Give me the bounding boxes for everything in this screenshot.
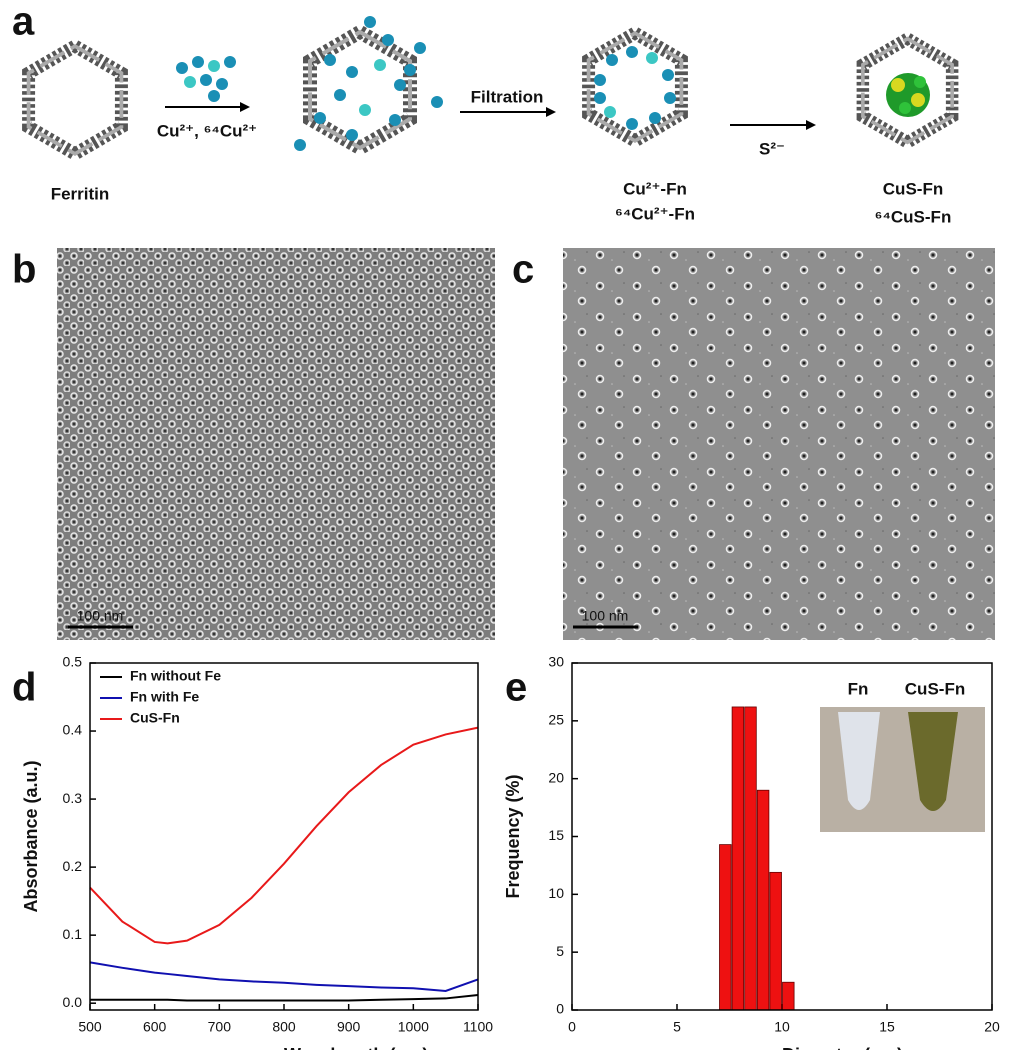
x-tick-label: 900 xyxy=(337,1019,361,1035)
tem-image xyxy=(563,248,995,640)
y-tick-label: 25 xyxy=(548,712,564,728)
ion-label: Cu²⁺, ⁶⁴Cu²⁺ xyxy=(157,121,257,140)
ferritin-cage xyxy=(310,32,410,148)
x-tick-label: 800 xyxy=(272,1019,296,1035)
ion-cluster xyxy=(176,56,236,102)
sulfide-label: S²⁻ xyxy=(759,139,785,158)
bar xyxy=(756,789,770,1011)
scheme: a Ferritin Cu²⁺, ⁶⁴Cu²⁺ Filtration Cu²⁺-… xyxy=(12,0,952,226)
x-axis-title: Diameter (nm) xyxy=(782,1045,903,1050)
legend-label: Fn without Fe xyxy=(130,668,221,684)
x-tick-label: 15 xyxy=(879,1019,895,1035)
ferritin-label: Ferritin xyxy=(51,184,110,203)
arrowhead xyxy=(240,102,250,112)
x-tick-label: 1000 xyxy=(398,1019,429,1035)
y-tick-label: 0.5 xyxy=(63,654,83,670)
micrograph: c 100 nm xyxy=(512,248,995,640)
bar xyxy=(731,706,745,1011)
y-axis-title: Frequency (%) xyxy=(503,774,523,898)
bar xyxy=(769,871,782,1011)
legend-label: Fn with Fe xyxy=(130,689,199,705)
panel-label: d xyxy=(12,666,36,710)
y-tick-label: 0.3 xyxy=(63,790,83,806)
tem-image xyxy=(57,248,495,640)
series-line xyxy=(89,961,479,992)
product-label: ⁶⁴CuS-Fn xyxy=(875,207,952,226)
bar xyxy=(719,844,732,1011)
y-tick-label: 15 xyxy=(548,827,564,843)
y-tick-label: 0.0 xyxy=(63,994,83,1010)
series-line xyxy=(89,726,479,945)
arrowhead xyxy=(806,120,816,130)
inset-photo xyxy=(820,707,985,832)
x-tick-label: 1100 xyxy=(463,1019,493,1035)
legend-label: CuS-Fn xyxy=(130,710,180,726)
bar xyxy=(744,706,757,1011)
y-tick-label: 20 xyxy=(548,769,564,785)
filtration-label: Filtration xyxy=(471,87,544,106)
x-tick-label: 500 xyxy=(78,1019,102,1035)
cus-core xyxy=(886,73,930,117)
scale-bar-label: 100 nm xyxy=(77,608,124,624)
scale-bar-label: 100 nm xyxy=(582,608,629,624)
y-tick-label: 5 xyxy=(556,943,564,959)
inset-label: CuS-Fn xyxy=(905,679,965,698)
x-tick-label: 600 xyxy=(143,1019,167,1035)
product-label: ⁶⁴Cu²⁺-Fn xyxy=(615,204,695,223)
arrowhead xyxy=(546,107,556,117)
micrograph: b 100 nm xyxy=(12,248,495,640)
y-tick-label: 0.1 xyxy=(63,926,83,942)
x-tick-label: 10 xyxy=(774,1019,790,1035)
x-axis-title: Wavelength (nm) xyxy=(284,1045,428,1050)
product-label: CuS-Fn xyxy=(883,179,943,198)
panel-label: c xyxy=(512,248,534,292)
y-tick-label: 0.4 xyxy=(63,722,83,738)
series-line xyxy=(90,994,479,1002)
y-tick-label: 0.2 xyxy=(63,858,83,874)
panel-label: b xyxy=(12,248,36,292)
y-tick-label: 30 xyxy=(548,654,564,670)
bar xyxy=(782,981,795,1011)
inset-label: Fn xyxy=(848,679,869,698)
x-tick-label: 0 xyxy=(568,1019,576,1035)
x-tick-label: 700 xyxy=(208,1019,232,1035)
y-tick-label: 0 xyxy=(556,1001,564,1017)
ions xyxy=(594,46,676,130)
ferritin-cage xyxy=(29,46,122,154)
ions xyxy=(294,16,443,151)
y-tick-label: 10 xyxy=(548,885,564,901)
panel-label: a xyxy=(12,0,35,44)
plot-frame xyxy=(89,662,479,1011)
y-axis-title: Absorbance (a.u.) xyxy=(21,760,41,912)
panel-label: e xyxy=(505,666,527,710)
x-tick-label: 5 xyxy=(673,1019,681,1035)
x-tick-label: 20 xyxy=(984,1019,1000,1035)
plot-frame xyxy=(571,662,993,1011)
product-label: Cu²⁺-Fn xyxy=(623,179,687,198)
